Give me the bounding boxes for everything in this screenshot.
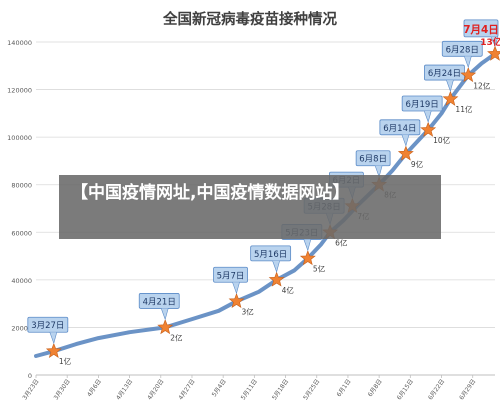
milestone-star [299,250,316,266]
x-tick-label: 4月6日 [86,378,103,398]
milestone-pointer [423,110,432,123]
milestone-star [420,121,437,137]
milestone-star [442,90,459,106]
y-tick-label: 40000 [11,277,32,285]
milestone: 6月24日 11亿 [424,64,473,114]
y-tick-label: 100000 [7,134,32,142]
milestone-date-label: 7月4日 [463,24,499,36]
overlay-banner[interactable]: 【中国疫情网址,中国疫情数据网站】 [59,175,441,239]
milestone-count-label: 1亿 [59,356,72,366]
milestone-count-label: 11亿 [455,104,473,114]
milestone-callout [250,245,292,262]
milestone-callout [213,266,248,283]
x-tick-label: 6月15日 [396,378,415,401]
milestone-callout [27,316,69,333]
milestone-callout [463,19,499,38]
milestone-callout [138,293,180,309]
milestone-star [460,66,477,83]
y-tick-label: 140000 [7,39,32,47]
milestone-count-label: 9亿 [411,159,424,169]
milestone-date-label: 5月16日 [254,250,287,260]
x-tick-label: 5月25日 [302,378,321,401]
y-tick-label: 120000 [7,87,32,95]
x-tick-label: 3月30日 [53,378,72,401]
milestone-pointer [446,79,454,93]
milestone-star [268,271,285,287]
x-tick-label: 5月18日 [271,378,290,401]
milestone-date-label: 6月8日 [359,155,387,165]
milestone-star [45,342,62,358]
milestone-star [157,319,174,335]
milestone-callout [401,95,443,112]
milestone-count-label: 3亿 [242,306,255,316]
milestone-callout [379,119,421,136]
x-tick-label: 6月22日 [427,378,446,401]
milestone: 3月27日 1亿 [27,316,72,366]
milestone-date-label: 5月7日 [217,271,245,281]
y-tick-label: 80000 [11,182,32,190]
milestone-star [397,145,414,161]
milestone-count-label: 13亿 [480,36,500,48]
milestone-pointer [160,308,169,321]
milestone: 5月16日 4亿 [250,245,295,295]
milestone-callout [355,150,391,167]
milestone-count-label: 2亿 [170,332,183,342]
milestone-count-label: 5亿 [313,263,326,273]
milestone-star [228,292,245,308]
milestone: 6月19日 10亿 [401,95,451,145]
y-tick-label: 60000 [11,229,32,237]
milestone: 6月28日 12亿 [441,40,491,90]
x-tick-label: 6月1日 [336,378,353,398]
milestone-count-label: 4亿 [282,285,295,295]
milestone: 6月14日 9亿 [379,119,424,169]
milestone-pointer [272,260,280,273]
milestone-pointer [464,56,472,69]
milestone-date-label: 6月14日 [383,124,416,134]
milestone-date-label: 6月28日 [446,45,479,55]
x-tick-label: 5月4日 [211,378,228,398]
milestone-count-label: 10亿 [433,135,451,145]
x-tick-label: 6月8日 [367,378,384,398]
x-tick-label: 4月20日 [146,378,165,401]
x-tick-label: 3月23日 [21,378,40,401]
milestone-pointer [401,134,410,147]
milestone-pointer [49,332,58,345]
milestone-pointer [490,36,499,47]
milestone-date-label: 6月19日 [406,100,439,110]
milestone-callout [441,40,483,57]
milestone: 5月7日 3亿 [213,266,255,316]
x-tick-label: 6月29日 [458,378,477,401]
x-tick-label: 4月27日 [177,378,196,401]
milestone-date-label: 6月24日 [428,69,461,79]
y-tick-label: 0 [28,372,32,380]
milestone-date-label: 3月27日 [31,321,64,331]
milestone: 4月21日 2亿 [138,293,183,342]
milestone-count-label: 6亿 [335,237,348,247]
milestone-date-label: 4月21日 [143,297,176,307]
milestone-pointer [303,239,312,252]
chart-title: 全国新冠病毒疫苗接种情况 [162,10,337,28]
y-tick-label: 20000 [11,324,32,332]
x-tick-label: 4月13日 [115,378,134,401]
x-tick-label: 5月11日 [240,378,259,401]
milestone-count-label: 12亿 [473,80,491,90]
milestone-pointer [232,282,240,295]
milestone-star [487,45,500,61]
